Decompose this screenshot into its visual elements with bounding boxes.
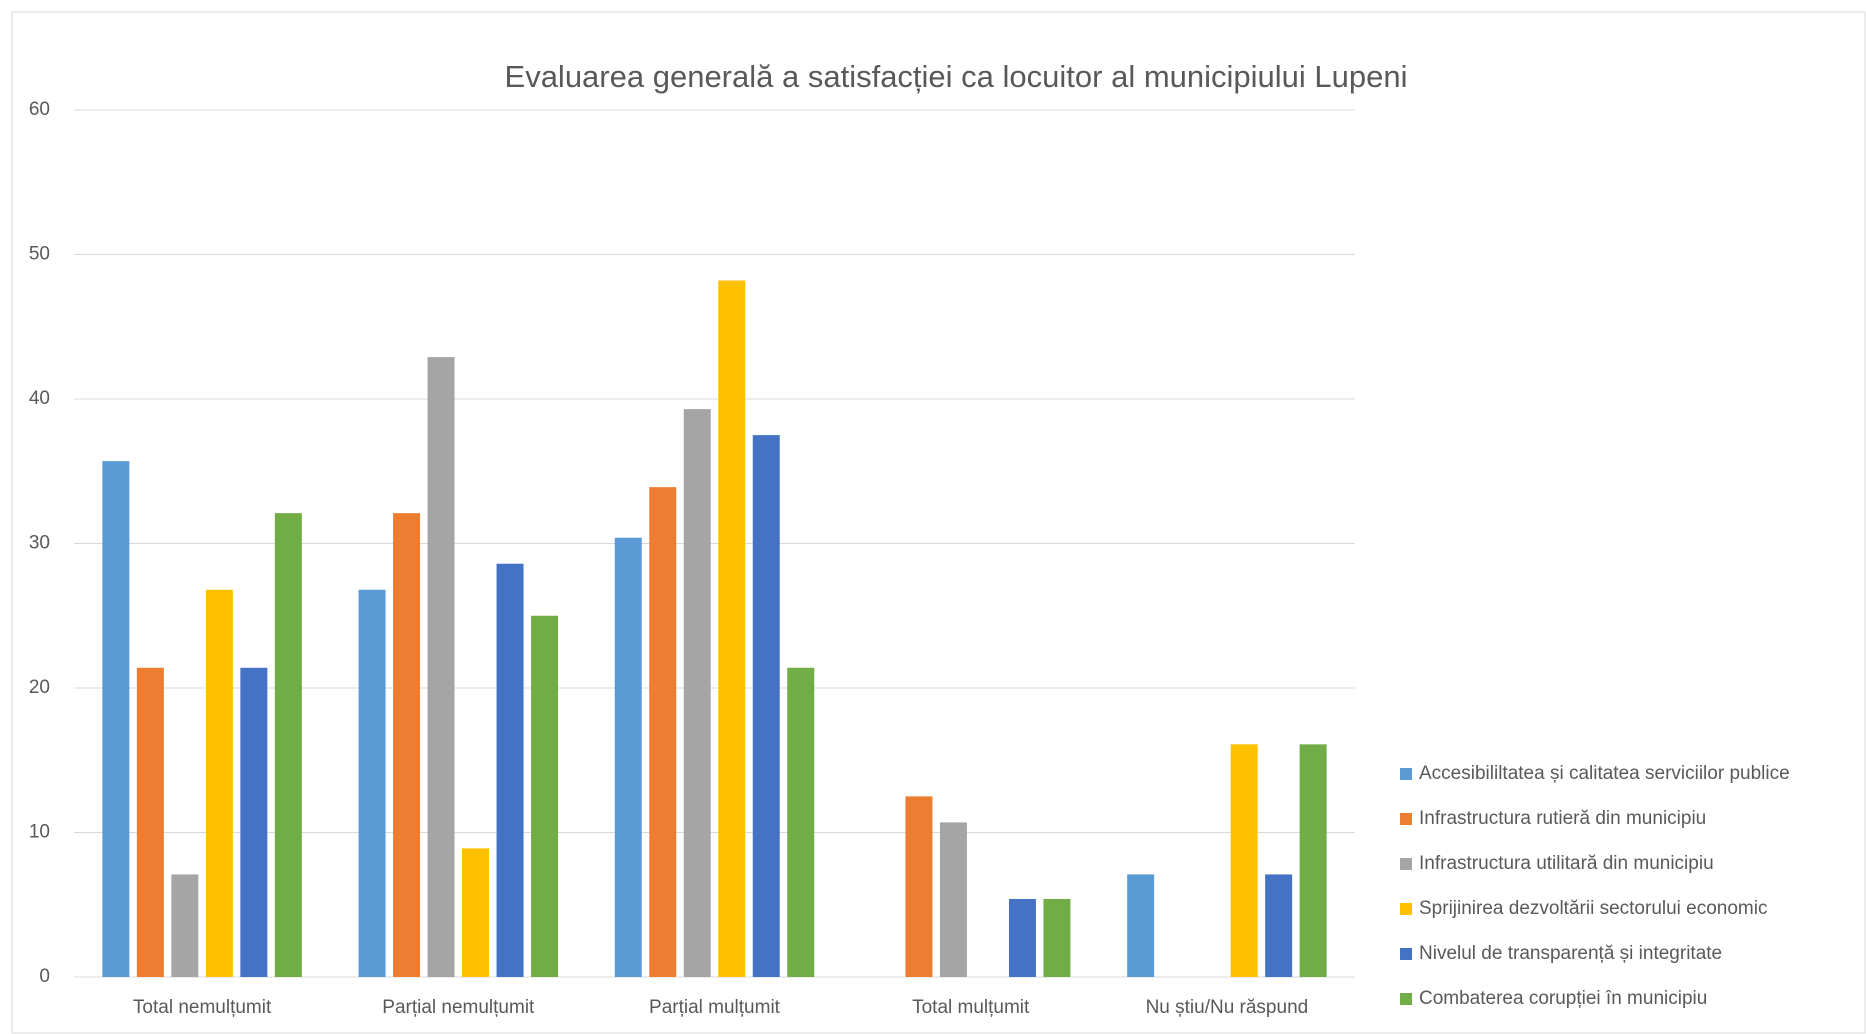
bar (462, 848, 490, 977)
x-tick-label: Nu știu/Nu răspund (1146, 997, 1309, 1018)
bar (614, 537, 642, 977)
bar (718, 280, 746, 977)
legend-label: Infrastructura rutieră din municipiu (1419, 808, 1706, 829)
bar (1043, 898, 1071, 977)
bar (649, 487, 677, 977)
bar (531, 615, 559, 977)
bar (427, 357, 455, 978)
y-tick-label: 10 (29, 822, 50, 843)
chart-title: Evaluarea generală a satisfacției ca loc… (505, 59, 1408, 94)
legend-swatch (1400, 768, 1412, 780)
legend-swatch (1400, 813, 1412, 825)
bar (752, 435, 780, 977)
bar (274, 513, 302, 977)
bar (905, 796, 933, 977)
legend-label: Nivelul de transparență și integritate (1419, 943, 1722, 964)
legend-label: Accesibililtatea și calitatea serviciilo… (1419, 763, 1790, 784)
bar (205, 589, 233, 977)
legend-label: Sprijinirea dezvoltării sectorului econo… (1419, 898, 1768, 919)
bar (358, 589, 386, 977)
y-tick-label: 50 (29, 244, 50, 265)
bar (496, 563, 524, 977)
bar (1230, 744, 1258, 977)
legend-label: Combaterea corupției în municipiu (1419, 988, 1707, 1009)
y-tick-label: 40 (29, 388, 50, 409)
legend-swatch (1400, 858, 1412, 870)
bar (787, 667, 815, 977)
y-tick-label: 0 (39, 966, 50, 987)
legend-swatch (1400, 948, 1412, 960)
y-tick-label: 20 (29, 677, 50, 698)
bar (1008, 898, 1036, 977)
y-tick-label: 60 (29, 99, 50, 120)
x-tick-label: Parțial mulțumit (649, 997, 781, 1018)
chart-border (11, 11, 1866, 1034)
bar (240, 667, 268, 977)
x-tick-label: Total nemulțumit (133, 997, 272, 1018)
legend-label: Infrastructura utilitară din municipiu (1419, 853, 1714, 874)
x-tick-label: Parțial nemulțumit (382, 997, 535, 1018)
bar (393, 513, 421, 977)
legend-swatch (1400, 993, 1412, 1005)
bar (102, 461, 130, 977)
bar (171, 874, 199, 977)
bar (1265, 874, 1293, 977)
y-tick-label: 30 (29, 533, 50, 554)
bar (136, 667, 164, 977)
bar (683, 409, 711, 977)
legend-swatch (1400, 903, 1412, 915)
bar (939, 822, 967, 977)
x-tick-label: Total mulțumit (912, 997, 1030, 1018)
bar (1299, 744, 1327, 977)
bar (1127, 874, 1155, 977)
